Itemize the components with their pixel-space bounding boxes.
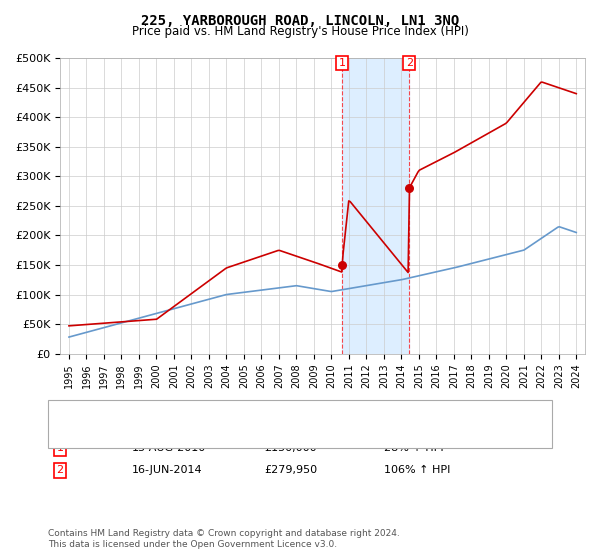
Bar bbox=[342, 58, 409, 353]
Text: 1: 1 bbox=[56, 443, 64, 453]
Text: 16-JUN-2014: 16-JUN-2014 bbox=[132, 465, 203, 475]
Text: £150,000: £150,000 bbox=[264, 443, 317, 453]
Text: HPI: Average price, semi-detached house, Lincoln: HPI: Average price, semi-detached house,… bbox=[105, 421, 364, 431]
Text: 2: 2 bbox=[56, 465, 64, 475]
Text: 2: 2 bbox=[406, 58, 413, 68]
Point bbox=[404, 184, 414, 193]
Text: 28% ↑ HPI: 28% ↑ HPI bbox=[384, 443, 443, 453]
Text: 13-AUG-2010: 13-AUG-2010 bbox=[132, 443, 206, 453]
Text: 106% ↑ HPI: 106% ↑ HPI bbox=[384, 465, 451, 475]
Text: Contains HM Land Registry data © Crown copyright and database right 2024.
This d: Contains HM Land Registry data © Crown c… bbox=[48, 529, 400, 549]
Text: 225, YARBOROUGH ROAD, LINCOLN, LN1 3NQ (semi-detached house): 225, YARBOROUGH ROAD, LINCOLN, LN1 3NQ (… bbox=[105, 401, 467, 411]
Text: Price paid vs. HM Land Registry's House Price Index (HPI): Price paid vs. HM Land Registry's House … bbox=[131, 25, 469, 38]
Text: 1: 1 bbox=[338, 58, 346, 68]
Point bbox=[337, 260, 347, 269]
Text: £279,950: £279,950 bbox=[264, 465, 317, 475]
Text: 225, YARBOROUGH ROAD, LINCOLN, LN1 3NQ: 225, YARBOROUGH ROAD, LINCOLN, LN1 3NQ bbox=[141, 14, 459, 28]
